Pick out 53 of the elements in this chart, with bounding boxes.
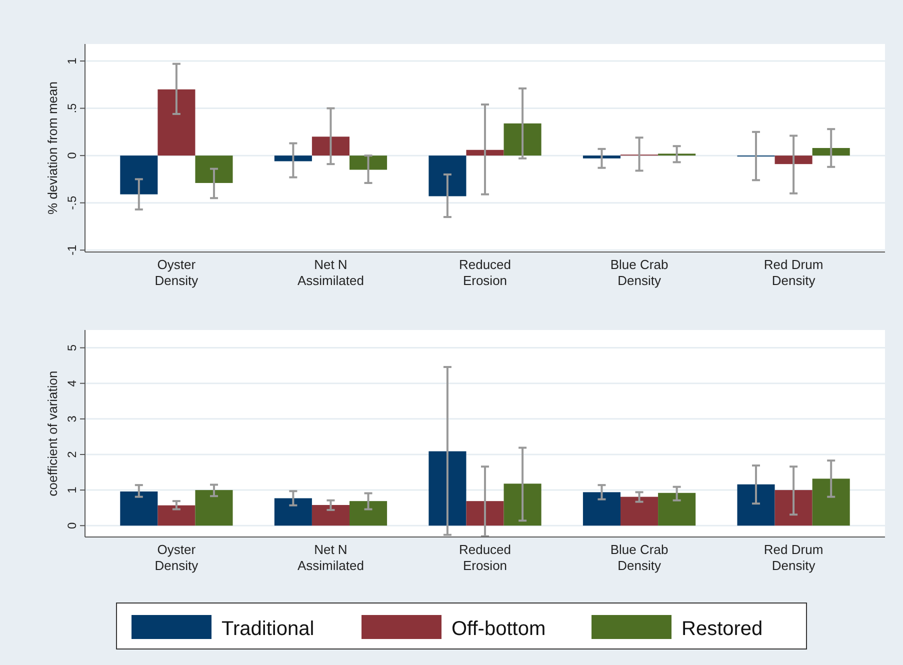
bar [504, 123, 542, 156]
y-tick-label: -.5 [65, 196, 79, 210]
bar [158, 89, 196, 156]
bar [349, 501, 388, 526]
bar [582, 492, 621, 526]
y-tick-label: 0 [65, 522, 79, 529]
y-tick-label: 5 [65, 344, 79, 352]
x-tick-label: Reduced Erosion [458, 257, 512, 288]
y-tick-label: -1 [65, 244, 79, 256]
bar [504, 484, 542, 526]
bar [428, 451, 466, 526]
x-tick-label: Red Drum Density [764, 257, 824, 288]
y-tick-label: 1 [65, 486, 79, 494]
y-axis-title: coefficient of variation [45, 370, 60, 496]
x-tick-label: Red Drum Density [764, 542, 824, 573]
x-tick-label: Net N Assimilated [297, 257, 364, 288]
bar [158, 505, 196, 526]
bar [312, 136, 350, 156]
x-tick-label: Blue Crab Density [610, 257, 668, 288]
bar [312, 504, 350, 526]
bar [774, 490, 812, 526]
bar [737, 484, 775, 526]
bar [620, 496, 658, 526]
bar [120, 156, 158, 194]
legend-label: Off-bottom [452, 618, 546, 640]
bar [466, 501, 504, 526]
bar [274, 156, 312, 162]
bar [349, 156, 388, 170]
y-tick-label: 1 [65, 57, 79, 64]
x-tick-label: Net N Assimilated [297, 542, 364, 573]
y-axis-title: % deviation from mean [45, 82, 60, 214]
x-tick-label: Oyster Density [154, 542, 199, 573]
bar [774, 156, 812, 164]
y-tick-label: 4 [65, 380, 79, 387]
bar [120, 491, 158, 526]
y-tick-label: 3 [65, 415, 79, 422]
bar [582, 156, 621, 158]
bar [274, 498, 312, 526]
x-tick-label: Reduced Erosion [458, 542, 512, 573]
bar [658, 492, 696, 526]
bar [195, 156, 233, 183]
x-tick-label: Blue Crab Density [610, 542, 668, 573]
legend-label: Traditional [222, 618, 314, 640]
legend-label: Restored [682, 618, 763, 640]
y-tick-label: 2 [65, 450, 79, 458]
bar [428, 156, 466, 196]
bar [466, 150, 504, 156]
y-tick-label: .5 [65, 102, 79, 114]
bar [195, 490, 233, 526]
y-tick-label: 0 [65, 152, 79, 159]
bar [812, 148, 850, 156]
x-tick-label: Oyster Density [154, 257, 199, 288]
bar [812, 478, 850, 526]
